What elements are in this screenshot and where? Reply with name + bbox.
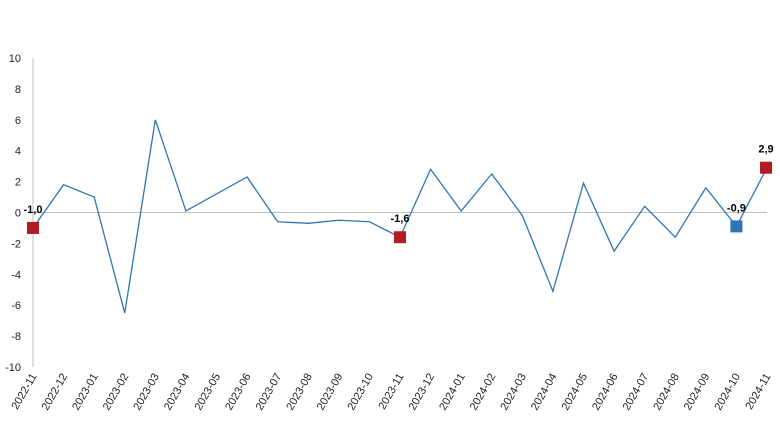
x-axis-ticks: 2022-11 2022-12 2023-01 2023-02 2023-03 2023-… (9, 372, 773, 413)
x-tick-label: 2023-06 (223, 372, 254, 413)
y-tick-label: 0 (15, 208, 21, 220)
x-tick-label: 2024-05 (560, 372, 591, 413)
x-tick-label: 2024-11 (743, 372, 773, 412)
x-tick-label: 2024-03 (498, 372, 529, 413)
x-tick-label: 2024-04 (529, 372, 560, 413)
data-point-marker (27, 221, 39, 234)
y-tick-label: -4 (11, 269, 21, 281)
y-tick-label: -6 (11, 300, 21, 312)
x-tick-label: 2022-11 (9, 372, 39, 412)
y-tick-label: -10 (5, 362, 21, 374)
y-tick-label: 6 (15, 115, 21, 127)
x-tick-label: 2023-04 (162, 372, 193, 413)
y-tick-label: -8 (11, 331, 21, 343)
highlight-markers: -1,0 -1,6 -0,9 2,9 (24, 144, 774, 244)
x-tick-label: 2023-11 (376, 372, 406, 412)
y-tick-label: 10 (9, 53, 21, 65)
y-tick-label: 2 (15, 177, 21, 189)
data-point-marker (394, 231, 406, 244)
x-tick-label: 2023-03 (131, 372, 162, 413)
x-tick-label: 2022-12 (40, 372, 71, 413)
x-tick-label: 2023-08 (284, 372, 315, 413)
data-label: -0,9 (727, 202, 746, 214)
x-tick-label: 2023-10 (345, 372, 376, 413)
x-tick-label: 2024-02 (468, 372, 499, 413)
data-point-marker (760, 161, 772, 174)
x-tick-label: 2024-08 (651, 372, 682, 413)
x-tick-label: 2023-09 (315, 372, 346, 413)
x-tick-label: 2023-12 (407, 372, 438, 413)
data-label: 2,9 (758, 144, 773, 156)
x-tick-label: 2023-07 (254, 372, 285, 413)
x-tick-label: 2024-01 (437, 372, 468, 413)
y-axis-ticks: -10 -8 -6 -4 -2 0 2 4 6 8 10 (5, 53, 21, 374)
data-label: -1,0 (24, 204, 43, 216)
data-label: -1,6 (391, 213, 410, 225)
x-tick-label: 2023-01 (70, 372, 101, 413)
x-tick-label: 2023-02 (101, 372, 132, 413)
x-tick-label: 2024-09 (682, 372, 713, 413)
x-tick-label: 2023-05 (193, 372, 224, 413)
x-tick-label: 2024-07 (621, 372, 652, 413)
y-tick-label: 8 (15, 84, 21, 96)
x-tick-label: 2024-10 (712, 372, 743, 413)
x-tick-label: 2024-06 (590, 372, 621, 413)
y-tick-label: -2 (11, 238, 21, 250)
y-tick-label: 4 (15, 146, 21, 158)
data-point-marker (730, 220, 743, 233)
